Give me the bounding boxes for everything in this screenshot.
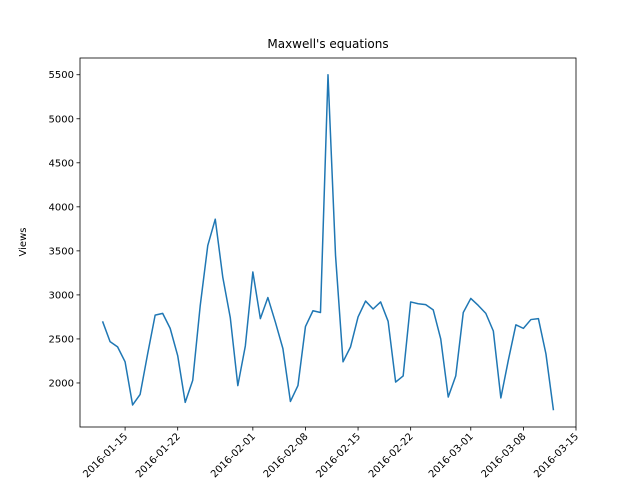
y-tick-label: 3000 <box>49 290 74 301</box>
y-tick-label: 2000 <box>49 378 74 389</box>
chart-title: Maxwell's equations <box>267 37 388 51</box>
y-tick-label: 4500 <box>49 158 74 169</box>
y-tick-label: 5000 <box>49 114 74 125</box>
x-tick-label: 2016-02-08 <box>262 431 311 480</box>
plot-area <box>79 57 577 428</box>
x-tick-label: 2016-03-08 <box>480 431 529 480</box>
y-tick-label: 3500 <box>49 246 74 257</box>
x-tick-label: 2016-03-15 <box>532 431 581 480</box>
x-tick-label: 2016-02-22 <box>367 431 416 480</box>
x-tick-label: 2016-03-01 <box>427 431 476 480</box>
y-axis-label: Views <box>18 228 29 257</box>
y-tick-label: 5500 <box>49 70 74 81</box>
x-tick-label: 2016-02-01 <box>209 431 258 480</box>
y-tick-label: 2500 <box>49 334 74 345</box>
data-line <box>101 73 555 411</box>
x-tick-label: 2016-02-15 <box>314 431 363 480</box>
x-tick-label: 2016-01-15 <box>81 431 130 480</box>
x-tick-label: 2016-01-22 <box>134 431 183 480</box>
y-tick-label: 4000 <box>49 202 74 213</box>
